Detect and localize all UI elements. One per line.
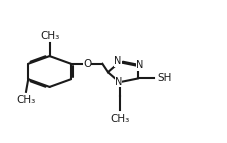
Text: CH₃: CH₃ — [40, 31, 59, 41]
Text: CH₃: CH₃ — [16, 95, 36, 105]
Text: SH: SH — [158, 73, 172, 83]
Text: N: N — [114, 56, 121, 66]
Text: N: N — [115, 77, 122, 87]
Text: CH₃: CH₃ — [110, 114, 129, 124]
Text: O: O — [83, 59, 91, 69]
Text: N: N — [136, 60, 144, 70]
